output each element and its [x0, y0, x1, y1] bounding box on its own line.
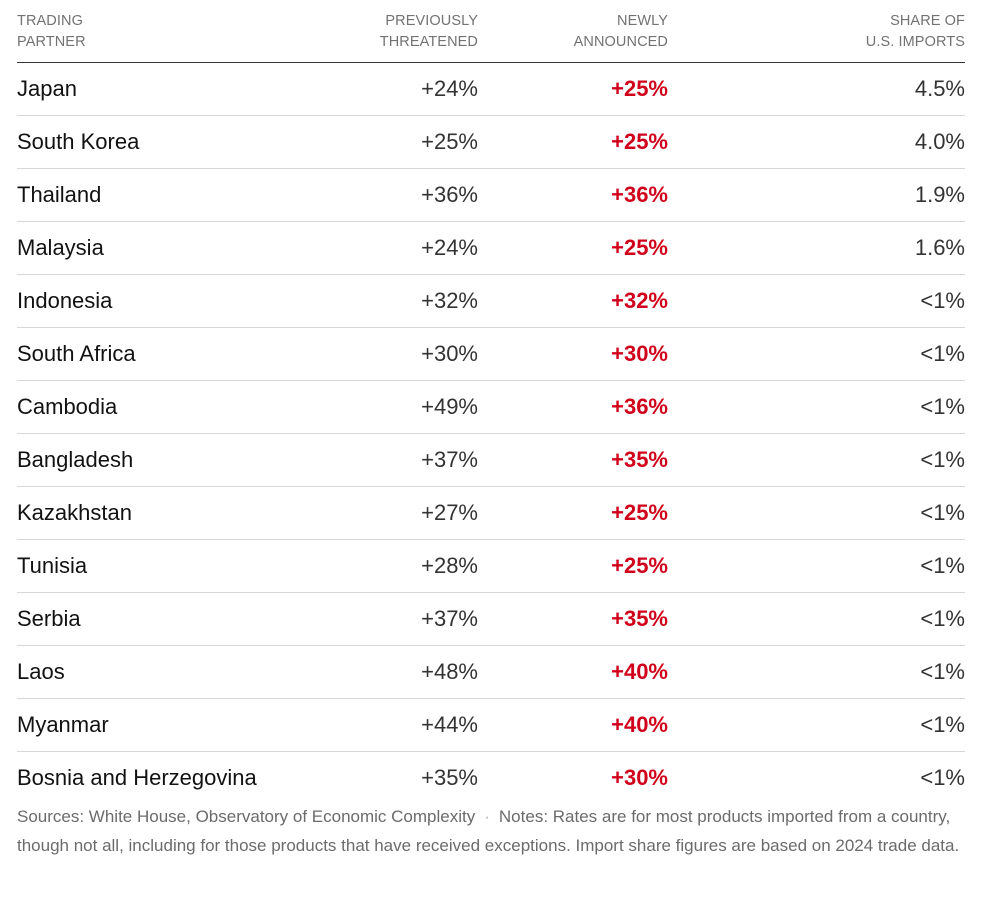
previously-threatened-cell: +28% — [421, 553, 478, 578]
separator-dot: · — [484, 807, 490, 826]
table-row: Myanmar +44% +40% <1% — [17, 699, 965, 752]
sources-text: Sources: White House, Observatory of Eco… — [17, 807, 476, 826]
header-label: SHARE OF — [890, 13, 965, 29]
header-trading-partner: TRADING PARTNER — [17, 11, 217, 53]
table-row: South Korea +25% +25% 4.0% — [17, 116, 965, 169]
import-share-cell: <1% — [920, 500, 965, 525]
header-label: PARTNER — [17, 34, 86, 50]
partner-cell: Bangladesh — [17, 447, 134, 472]
partner-cell: South Korea — [17, 129, 140, 154]
partner-cell: Bosnia and Herzegovina — [17, 765, 257, 790]
partner-cell: Laos — [17, 659, 65, 684]
previously-threatened-cell: +36% — [421, 182, 478, 207]
partner-cell: South Africa — [17, 341, 136, 366]
previously-threatened-cell: +27% — [421, 500, 478, 525]
header-label: TRADING — [17, 13, 83, 29]
previously-threatened-cell: +24% — [421, 76, 478, 101]
partner-cell: Thailand — [17, 182, 102, 207]
previously-threatened-cell: +30% — [421, 341, 478, 366]
newly-announced-cell: +30% — [611, 341, 668, 366]
newly-announced-cell: +40% — [611, 712, 668, 737]
table-row: Serbia +37% +35% <1% — [17, 593, 965, 646]
previously-threatened-cell: +25% — [421, 129, 478, 154]
previously-threatened-cell: +44% — [421, 712, 478, 737]
tariff-table: TRADING PARTNER PREVIOUSLY THREATENED NE… — [17, 0, 965, 804]
import-share-cell: <1% — [920, 712, 965, 737]
import-share-cell: <1% — [920, 341, 965, 366]
table-row: Kazakhstan +27% +25% <1% — [17, 487, 965, 540]
import-share-cell: <1% — [920, 553, 965, 578]
previously-threatened-cell: +37% — [421, 606, 478, 631]
partner-cell: Myanmar — [17, 712, 109, 737]
header-share-of-imports: SHARE OF U.S. IMPORTS — [765, 11, 965, 53]
previously-threatened-cell: +35% — [421, 765, 478, 790]
table-body: Japan +24% +25% 4.5% South Korea +25% +25% 4.0%… — [17, 63, 965, 804]
table-row: South Africa +30% +30% <1% — [17, 328, 965, 381]
newly-announced-cell: +36% — [611, 394, 668, 419]
partner-cell: Kazakhstan — [17, 500, 132, 525]
table-row: Indonesia +32% +32% <1% — [17, 275, 965, 328]
table-row: Japan +24% +25% 4.5% — [17, 63, 965, 116]
import-share-cell: <1% — [920, 765, 965, 790]
import-share-cell: <1% — [920, 606, 965, 631]
header-label: U.S. IMPORTS — [865, 34, 965, 50]
table-row: Thailand +36% +36% 1.9% — [17, 169, 965, 222]
newly-announced-cell: +25% — [611, 235, 668, 260]
header-label: NEWLY — [617, 13, 668, 29]
table-row: Laos +48% +40% <1% — [17, 646, 965, 699]
newly-announced-cell: +25% — [611, 500, 668, 525]
newly-announced-cell: +25% — [611, 129, 668, 154]
table-row: Bangladesh +37% +35% <1% — [17, 434, 965, 487]
partner-cell: Japan — [17, 76, 77, 101]
source-note: Sources: White House, Observatory of Eco… — [17, 802, 967, 860]
newly-announced-cell: +36% — [611, 182, 668, 207]
table-row: Malaysia +24% +25% 1.6% — [17, 222, 965, 275]
partner-cell: Indonesia — [17, 288, 113, 313]
header-newly-announced: NEWLY ANNOUNCED — [468, 11, 668, 53]
previously-threatened-cell: +37% — [421, 447, 478, 472]
table-row: Tunisia +28% +25% <1% — [17, 540, 965, 593]
previously-threatened-cell: +48% — [421, 659, 478, 684]
table-header: TRADING PARTNER PREVIOUSLY THREATENED NE… — [17, 0, 965, 63]
import-share-cell: <1% — [920, 447, 965, 472]
previously-threatened-cell: +32% — [421, 288, 478, 313]
import-share-cell: 1.9% — [914, 182, 965, 207]
notes-text: Notes: Rates are for most products impor… — [17, 807, 960, 855]
partner-cell: Malaysia — [17, 235, 104, 260]
newly-announced-cell: +35% — [611, 447, 668, 472]
table-row: Bosnia and Herzegovina +35% +30% <1% — [17, 752, 965, 804]
header-label: ANNOUNCED — [573, 34, 668, 50]
newly-announced-cell: +25% — [611, 553, 668, 578]
header-label: THREATENED — [379, 34, 478, 50]
import-share-cell: 4.0% — [914, 129, 965, 154]
table-row: Cambodia +49% +36% <1% — [17, 381, 965, 434]
newly-announced-cell: +30% — [611, 765, 668, 790]
header-previously-threatened: PREVIOUSLY THREATENED — [278, 11, 478, 53]
partner-cell: Serbia — [17, 606, 81, 631]
newly-announced-cell: +25% — [611, 76, 668, 101]
previously-threatened-cell: +49% — [421, 394, 478, 419]
header-label: PREVIOUSLY — [385, 13, 478, 29]
partner-cell: Tunisia — [17, 553, 88, 578]
import-share-cell: <1% — [920, 394, 965, 419]
newly-announced-cell: +40% — [611, 659, 668, 684]
import-share-cell: <1% — [920, 288, 965, 313]
newly-announced-cell: +32% — [611, 288, 668, 313]
newly-announced-cell: +35% — [611, 606, 668, 631]
partner-cell: Cambodia — [17, 394, 118, 419]
import-share-cell: <1% — [920, 659, 965, 684]
import-share-cell: 4.5% — [914, 76, 965, 101]
previously-threatened-cell: +24% — [421, 235, 478, 260]
import-share-cell: 1.6% — [914, 235, 965, 260]
